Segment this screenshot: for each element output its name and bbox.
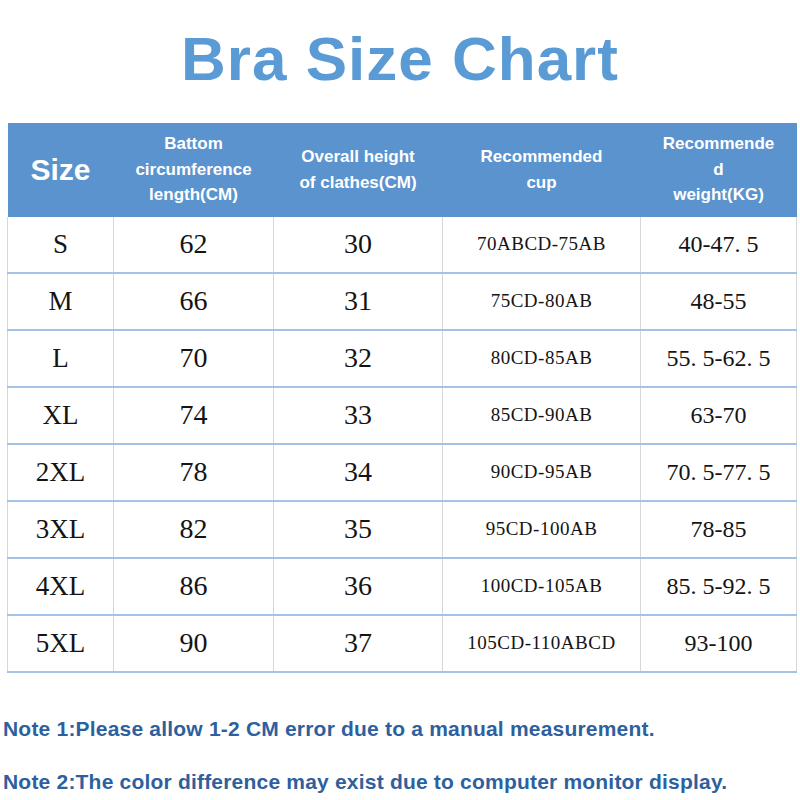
table-row: L 70 32 80CD-85AB 55. 5-62. 5 — [8, 330, 797, 387]
cell-cup: 95CD-100AB — [443, 501, 641, 558]
notes-section: Note 1:Please allow 1-2 CM error due to … — [3, 717, 800, 794]
cell-height: 36 — [274, 558, 443, 615]
cell-weight: 78-85 — [641, 501, 797, 558]
cell-height: 33 — [274, 387, 443, 444]
cell-weight: 63-70 — [641, 387, 797, 444]
cell-weight: 55. 5-62. 5 — [641, 330, 797, 387]
cell-weight: 70. 5-77. 5 — [641, 444, 797, 501]
table-row: S 62 30 70ABCD-75AB 40-47. 5 — [8, 217, 797, 273]
col-header-circumference: Battom circumference length(CM) — [114, 123, 274, 217]
table-row: 5XL 90 37 105CD-110ABCD 93-100 — [8, 615, 797, 672]
cell-cup: 90CD-95AB — [443, 444, 641, 501]
cell-circumference: 62 — [114, 217, 274, 273]
cell-cup: 100CD-105AB — [443, 558, 641, 615]
page: { "page": { "title": "Bra Size Chart" },… — [0, 0, 800, 800]
table-row: 2XL 78 34 90CD-95AB 70. 5-77. 5 — [8, 444, 797, 501]
cell-circumference: 74 — [114, 387, 274, 444]
cell-circumference: 86 — [114, 558, 274, 615]
cell-weight: 85. 5-92. 5 — [641, 558, 797, 615]
table-row: XL 74 33 85CD-90AB 63-70 — [8, 387, 797, 444]
note-1: Note 1:Please allow 1-2 CM error due to … — [3, 717, 800, 741]
cell-size: M — [8, 273, 114, 330]
cell-height: 31 — [274, 273, 443, 330]
cell-size: 3XL — [8, 501, 114, 558]
cell-height: 32 — [274, 330, 443, 387]
cell-circumference: 66 — [114, 273, 274, 330]
cell-cup: 105CD-110ABCD — [443, 615, 641, 672]
cell-circumference: 78 — [114, 444, 274, 501]
cell-cup: 85CD-90AB — [443, 387, 641, 444]
note-2: Note 2:The color difference may exist du… — [3, 770, 800, 794]
cell-size: S — [8, 217, 114, 273]
cell-height: 37 — [274, 615, 443, 672]
table-row: M 66 31 75CD-80AB 48-55 — [8, 273, 797, 330]
col-header-height: Overall height of clathes(CM) — [274, 123, 443, 217]
col-header-cup: Recommended cup — [443, 123, 641, 217]
cell-size: XL — [8, 387, 114, 444]
cell-circumference: 70 — [114, 330, 274, 387]
table-row: 3XL 82 35 95CD-100AB 78-85 — [8, 501, 797, 558]
table-row: 4XL 86 36 100CD-105AB 85. 5-92. 5 — [8, 558, 797, 615]
cell-weight: 48-55 — [641, 273, 797, 330]
cell-cup: 80CD-85AB — [443, 330, 641, 387]
cell-circumference: 90 — [114, 615, 274, 672]
header-row: Size Battom circumference length(CM) Ove… — [8, 123, 797, 217]
cell-cup: 70ABCD-75AB — [443, 217, 641, 273]
cell-circumference: 82 — [114, 501, 274, 558]
cell-height: 35 — [274, 501, 443, 558]
size-chart-table: Size Battom circumference length(CM) Ove… — [7, 123, 797, 673]
cell-size: L — [8, 330, 114, 387]
cell-weight: 40-47. 5 — [641, 217, 797, 273]
page-title: Bra Size Chart — [0, 20, 800, 98]
cell-size: 4XL — [8, 558, 114, 615]
cell-height: 34 — [274, 444, 443, 501]
cell-weight: 93-100 — [641, 615, 797, 672]
cell-size: 5XL — [8, 615, 114, 672]
col-header-size: Size — [8, 123, 114, 217]
col-header-weight: Recommende d weight(KG) — [641, 123, 797, 217]
cell-cup: 75CD-80AB — [443, 273, 641, 330]
cell-size: 2XL — [8, 444, 114, 501]
cell-height: 30 — [274, 217, 443, 273]
